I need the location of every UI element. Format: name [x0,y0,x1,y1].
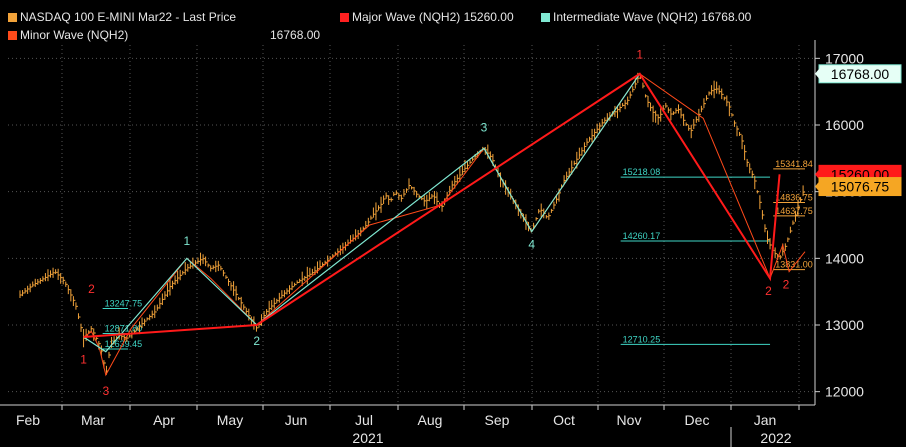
y-tick-label: 14000 [825,250,864,266]
fib-level-label: 13831.00 [775,260,813,270]
price-tag-pointer [815,67,820,80]
year-label: 2022 [760,430,791,446]
y-tick-label: 17000 [825,50,864,66]
x-tick-label: Mar [81,412,105,428]
wave-count-label: 2 [253,334,260,348]
x-tick-label: Dec [685,412,710,428]
wave-count-label: 3 [102,384,109,398]
minor-wave-line [83,73,806,377]
legend-item-last-price: NASDAQ 100 E-MINI Mar22 - Last Price [8,10,236,24]
major-wave-line [83,72,781,338]
x-tick-label: Apr [153,412,175,428]
price-tag-pointer [815,180,820,193]
legend-swatch-icon [8,12,17,22]
fib-level-label: 15341.84 [775,159,813,169]
legend-swatch-icon [340,12,349,22]
x-tick-label: Nov [617,412,642,428]
fib-level-label: 13247.75 [105,298,143,308]
x-tick-label: Sep [485,412,510,428]
fib-level-label: 12871.80 [105,324,143,334]
wave-count-label: 1 [80,353,87,367]
x-tick-label: May [217,412,243,428]
wave-count-label: 1 [184,234,191,248]
intermediate-wave-line [83,73,641,353]
legend-item-major-wave: Major Wave (NQH2) 15260.00 [340,10,514,24]
year-label: 2021 [352,430,383,446]
chart-axes: 120001300014000150001600017000FebMarAprM… [0,40,864,447]
fibonacci-levels: 13247.75 12871.80 12639.45 15218.08 14260.17… [102,159,813,350]
y-tick-label: 13000 [825,317,864,333]
price-tag-label: 16768.00 [831,66,890,82]
x-tick-label: Aug [418,412,443,428]
price-tag-label: 15076.75 [831,179,890,195]
fib-level-label: 14637.75 [775,206,813,216]
legend-item-intermediate-wave: Intermediate Wave (NQH2) 16768.00 [541,10,751,24]
y-tick-label: 16000 [825,117,864,133]
x-tick-label: Oct [553,412,575,428]
wave-count-label: 2 [88,282,95,296]
fib-level-label: 12639.45 [105,339,143,349]
wave-lines [83,72,806,377]
x-tick-label: Jun [285,412,308,428]
wave-count-label: 1 [636,47,643,61]
fib-level-label: 14260.17 [623,231,661,241]
fib-level-label: 12710.25 [623,334,661,344]
wave-count-label: 4 [528,237,535,251]
legend-swatch-icon [8,30,17,40]
x-tick-label: Jan [754,412,777,428]
legend-label: Major Wave (NQH2) 15260.00 [352,10,514,24]
fib-level-label: 14836.75 [775,193,813,203]
wave-count-label: 2 [783,277,790,291]
fib-level-label: 15218.08 [623,167,661,177]
legend-label: Minor Wave (NQH2) [20,28,129,42]
wave-count-label: 2 [765,284,772,298]
x-tick-label: Jul [355,412,373,428]
wave-count-label: 3 [481,121,488,135]
legend-label: NASDAQ 100 E-MINI Mar22 - Last Price [20,10,237,24]
legend-label: Intermediate Wave (NQH2) 16768.00 [553,10,752,24]
chart-grid [8,45,815,405]
y-tick-label: 12000 [825,384,864,400]
legend-swatch-icon [541,12,550,22]
x-tick-label: Feb [16,412,40,428]
legend-item-minor-wave: Minor Wave (NQH2) [8,28,128,42]
legend-minor-wave-value: 16768.00 [270,28,321,42]
